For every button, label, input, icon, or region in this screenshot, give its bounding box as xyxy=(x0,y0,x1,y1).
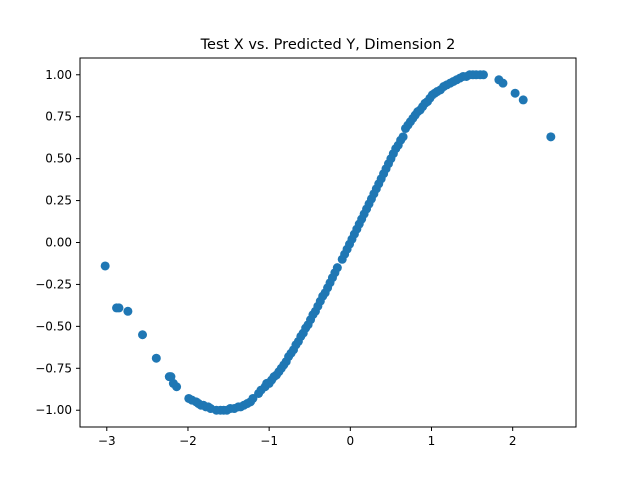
data-point xyxy=(478,70,488,80)
data-point xyxy=(172,382,182,392)
y-tick-label: 0.75 xyxy=(45,110,72,124)
data-point xyxy=(510,88,520,98)
x-axis-ticks: −3 −2 −1 0 1 2 xyxy=(98,427,517,448)
y-tick-label: 0.25 xyxy=(45,194,72,208)
y-tick-label: 0.50 xyxy=(45,152,72,166)
chart-title: Test X vs. Predicted Y, Dimension 2 xyxy=(200,37,456,53)
y-tick-label: −0.25 xyxy=(35,277,72,291)
data-point xyxy=(138,330,148,340)
x-tick-label: 1 xyxy=(428,434,436,448)
data-point xyxy=(114,303,124,313)
data-point xyxy=(498,78,508,88)
y-tick-label: −0.50 xyxy=(35,319,72,333)
data-point xyxy=(546,132,556,142)
data-point xyxy=(518,95,528,105)
y-tick-label: 0.00 xyxy=(45,236,72,250)
x-tick-label: −2 xyxy=(179,434,197,448)
y-axis-ticks: −1.00 −0.75 −0.50 −0.25 0.00 0.25 0.50 0.75 1.00 xyxy=(35,68,80,417)
data-point xyxy=(100,261,110,271)
x-tick-label: 2 xyxy=(509,434,517,448)
y-tick-label: 1.00 xyxy=(45,68,72,82)
x-tick-label: 0 xyxy=(347,434,355,448)
data-point xyxy=(151,353,161,363)
data-point xyxy=(123,306,133,316)
plot-frame xyxy=(79,57,577,428)
y-tick-label: −1.00 xyxy=(35,403,72,417)
x-tick-label: −3 xyxy=(98,434,116,448)
x-tick-label: −1 xyxy=(260,434,278,448)
data-point xyxy=(398,132,408,142)
scatter-points xyxy=(100,70,556,415)
data-point xyxy=(332,263,342,273)
y-tick-label: −0.75 xyxy=(35,361,72,375)
